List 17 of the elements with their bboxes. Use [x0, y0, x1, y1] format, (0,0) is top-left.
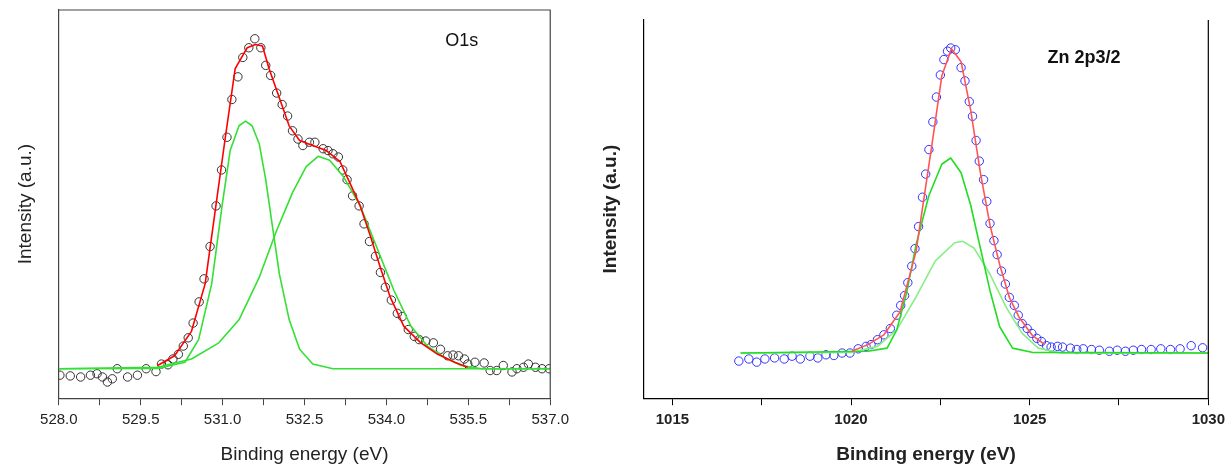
x-tick-label: 537.0: [531, 410, 570, 428]
x-tick-label: 534.0: [367, 410, 406, 428]
annotation: Zn 2p3/2: [1047, 46, 1121, 67]
y-axis-title: Intensity (a.u.): [13, 143, 35, 265]
x-axis-title: Binding energy (eV): [220, 442, 389, 464]
x-tick-label: 532.5: [285, 410, 324, 428]
x-tick-label: 1025: [1012, 410, 1047, 428]
x-tick-label: 1020: [834, 410, 868, 428]
x-tick-label: 535.5: [449, 410, 488, 428]
x-tick-label: 531.0: [203, 410, 242, 428]
annotation: O1s: [445, 30, 479, 51]
x-tick-label: 528.0: [40, 410, 78, 428]
y-axis-title: Intensity (a.u.): [598, 144, 620, 274]
x-axis-title: Binding energy (eV): [836, 442, 1016, 464]
x-tick-label: 1015: [655, 410, 690, 428]
x-tick-label: 1030: [1191, 410, 1225, 428]
x-tick-label: 529.5: [121, 410, 160, 428]
